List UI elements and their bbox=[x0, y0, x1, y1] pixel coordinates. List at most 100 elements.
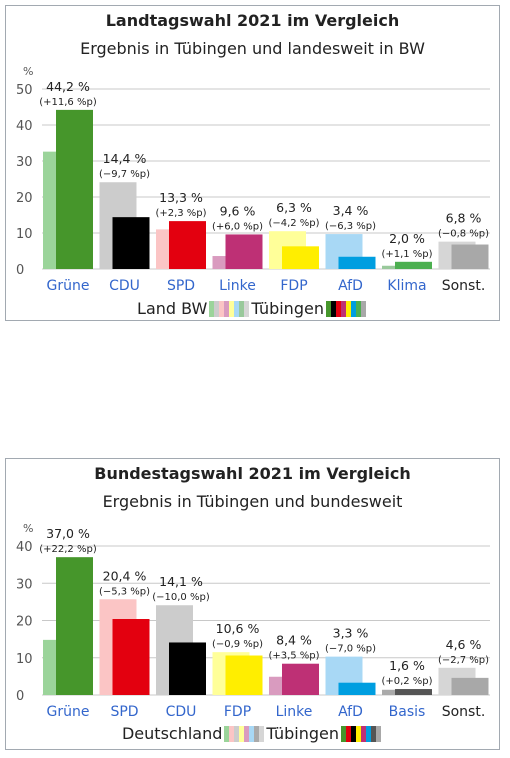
change-label: (−0,9 %p) bbox=[212, 639, 263, 650]
chart-subtitle: Ergebnis in Tübingen und landesweit in B… bbox=[80, 39, 425, 58]
legend-swatch bbox=[345, 300, 351, 317]
legend-swatch bbox=[371, 725, 376, 742]
x-tick-label: CDU bbox=[109, 278, 140, 294]
data-label: 3,4 % bbox=[333, 203, 369, 218]
data-label: 37,0 % bbox=[46, 526, 90, 541]
bar-local bbox=[451, 677, 489, 695]
data-label: 3,3 % bbox=[333, 626, 369, 641]
legend-swatch bbox=[355, 300, 361, 317]
legend-swatch bbox=[351, 725, 356, 742]
x-tick-label: Linke bbox=[276, 704, 313, 720]
bar-local bbox=[395, 689, 432, 695]
legend-swatch bbox=[340, 300, 346, 317]
change-label: (−7,0 %p) bbox=[325, 644, 376, 655]
legend-swatch bbox=[330, 300, 336, 317]
x-tick-label: Linke bbox=[219, 278, 256, 294]
legend-swatch bbox=[346, 725, 351, 742]
data-label: 10,6 % bbox=[216, 621, 260, 636]
bar-local bbox=[112, 217, 150, 269]
data-label: 4,6 % bbox=[446, 637, 482, 652]
data-label: 20,4 % bbox=[103, 568, 147, 583]
y-tick-label: 50 bbox=[16, 83, 33, 98]
chart-bundestagswahl: Bundestagswahl 2021 im Vergleich Ergebni… bbox=[5, 458, 500, 750]
legend-swatch bbox=[239, 300, 245, 317]
change-label: (−0,8 %p) bbox=[438, 229, 489, 240]
y-tick-label: 20 bbox=[16, 191, 33, 206]
bar-local bbox=[169, 642, 206, 695]
y-tick-label: 30 bbox=[16, 155, 33, 170]
data-label: 9,6 % bbox=[220, 203, 256, 218]
bar-local bbox=[225, 234, 263, 269]
change-label: (−10,0 %p) bbox=[152, 592, 210, 603]
bar-local bbox=[225, 655, 263, 695]
legend-swatch bbox=[259, 725, 265, 742]
bar-local bbox=[395, 261, 432, 269]
x-tick-label: Sonst. bbox=[442, 704, 486, 720]
bar-local bbox=[338, 256, 376, 269]
legend-land-label: Land BW bbox=[137, 299, 208, 318]
legend-local-label: Tübingen bbox=[251, 299, 324, 318]
y-tick-label: 30 bbox=[16, 577, 33, 592]
change-label: (−6,3 %p) bbox=[325, 221, 376, 232]
change-label: (+1,1 %p) bbox=[381, 249, 432, 260]
legend-swatch bbox=[335, 300, 341, 317]
chart-title: Bundestagswahl 2021 im Vergleich bbox=[94, 464, 411, 483]
x-tick-label: Sonst. bbox=[442, 278, 486, 294]
chart-plot: % 0 10 20 30 40 50 44,2 % (+11,6 %p) Grüne 14,4 % (… bbox=[16, 65, 490, 294]
x-tick-label: FDP bbox=[224, 704, 251, 720]
data-label: 8,4 % bbox=[276, 633, 312, 648]
data-label: 6,3 % bbox=[276, 200, 312, 215]
legend-swatch bbox=[325, 300, 331, 317]
y-tick-label: 40 bbox=[16, 540, 33, 555]
legend-swatch bbox=[249, 725, 255, 742]
legend-swatch bbox=[356, 725, 361, 742]
y-tick-label: 0 bbox=[16, 689, 24, 704]
x-tick-label: SPD bbox=[167, 278, 195, 294]
change-label: (+11,6 %p) bbox=[39, 97, 97, 108]
legend-swatch bbox=[244, 725, 250, 742]
x-tick-label: AfD bbox=[338, 278, 363, 294]
change-label: (+2,3 %p) bbox=[155, 208, 206, 219]
legend-swatch bbox=[229, 725, 235, 742]
change-label: (−9,7 %p) bbox=[99, 169, 150, 180]
legend-swatch bbox=[244, 300, 250, 317]
chart-title: Landtagswahl 2021 im Vergleich bbox=[105, 11, 400, 30]
data-label: 1,6 % bbox=[389, 658, 425, 673]
bar-local bbox=[282, 246, 319, 269]
change-label: (+6,0 %p) bbox=[212, 221, 263, 232]
bar-local bbox=[451, 244, 489, 269]
data-label: 2,0 % bbox=[389, 231, 425, 246]
bar-local bbox=[56, 557, 93, 695]
legend-local-swatches bbox=[325, 300, 366, 317]
chart-legend: Land BW Tübingen bbox=[6, 298, 499, 318]
legend-swatch bbox=[366, 725, 371, 742]
legend-swatch bbox=[341, 725, 346, 742]
x-tick-label: FDP bbox=[280, 278, 307, 294]
legend-swatch bbox=[361, 725, 366, 742]
legend-swatch bbox=[229, 300, 235, 317]
data-label: 14,1 % bbox=[159, 574, 203, 589]
x-tick-label: SPD bbox=[110, 704, 138, 720]
chart-subtitle: Ergebnis in Tübingen und bundesweit bbox=[102, 492, 403, 511]
bar-local bbox=[112, 619, 150, 695]
legend-swatch bbox=[224, 725, 230, 742]
data-label: 44,2 % bbox=[46, 79, 90, 94]
y-tick-label: 10 bbox=[16, 227, 33, 242]
y-tick-label: 0 bbox=[16, 263, 24, 278]
x-tick-label: Klima bbox=[387, 278, 426, 294]
change-label: (+0,2 %p) bbox=[381, 676, 432, 687]
x-tick-label: Basis bbox=[389, 704, 426, 720]
chart-legend: Deutschland Tübingen bbox=[6, 723, 499, 743]
legend-land-label: Deutschland bbox=[121, 724, 223, 743]
data-label: 14,4 % bbox=[103, 151, 147, 166]
bar-local bbox=[338, 682, 376, 695]
legend-land-swatches bbox=[209, 300, 250, 317]
data-label: 13,3 % bbox=[159, 190, 203, 205]
legend-swatch bbox=[350, 300, 356, 317]
legend-swatch bbox=[234, 725, 240, 742]
bar-local bbox=[169, 221, 206, 269]
legend-swatch bbox=[360, 300, 366, 317]
change-label: (−5,3 %p) bbox=[99, 586, 150, 597]
x-tick-label: AfD bbox=[338, 704, 363, 720]
legend-swatch bbox=[209, 300, 215, 317]
